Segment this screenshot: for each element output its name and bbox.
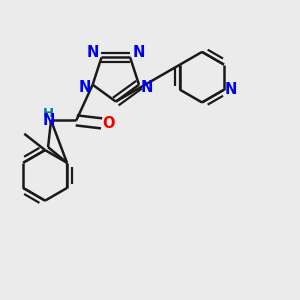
Text: N: N: [140, 80, 153, 95]
Text: O: O: [102, 116, 114, 131]
Text: N: N: [224, 82, 237, 97]
Text: H: H: [43, 107, 54, 120]
Text: N: N: [87, 45, 99, 60]
Text: N: N: [132, 45, 145, 60]
Text: N: N: [78, 80, 91, 95]
Text: N: N: [43, 113, 55, 128]
